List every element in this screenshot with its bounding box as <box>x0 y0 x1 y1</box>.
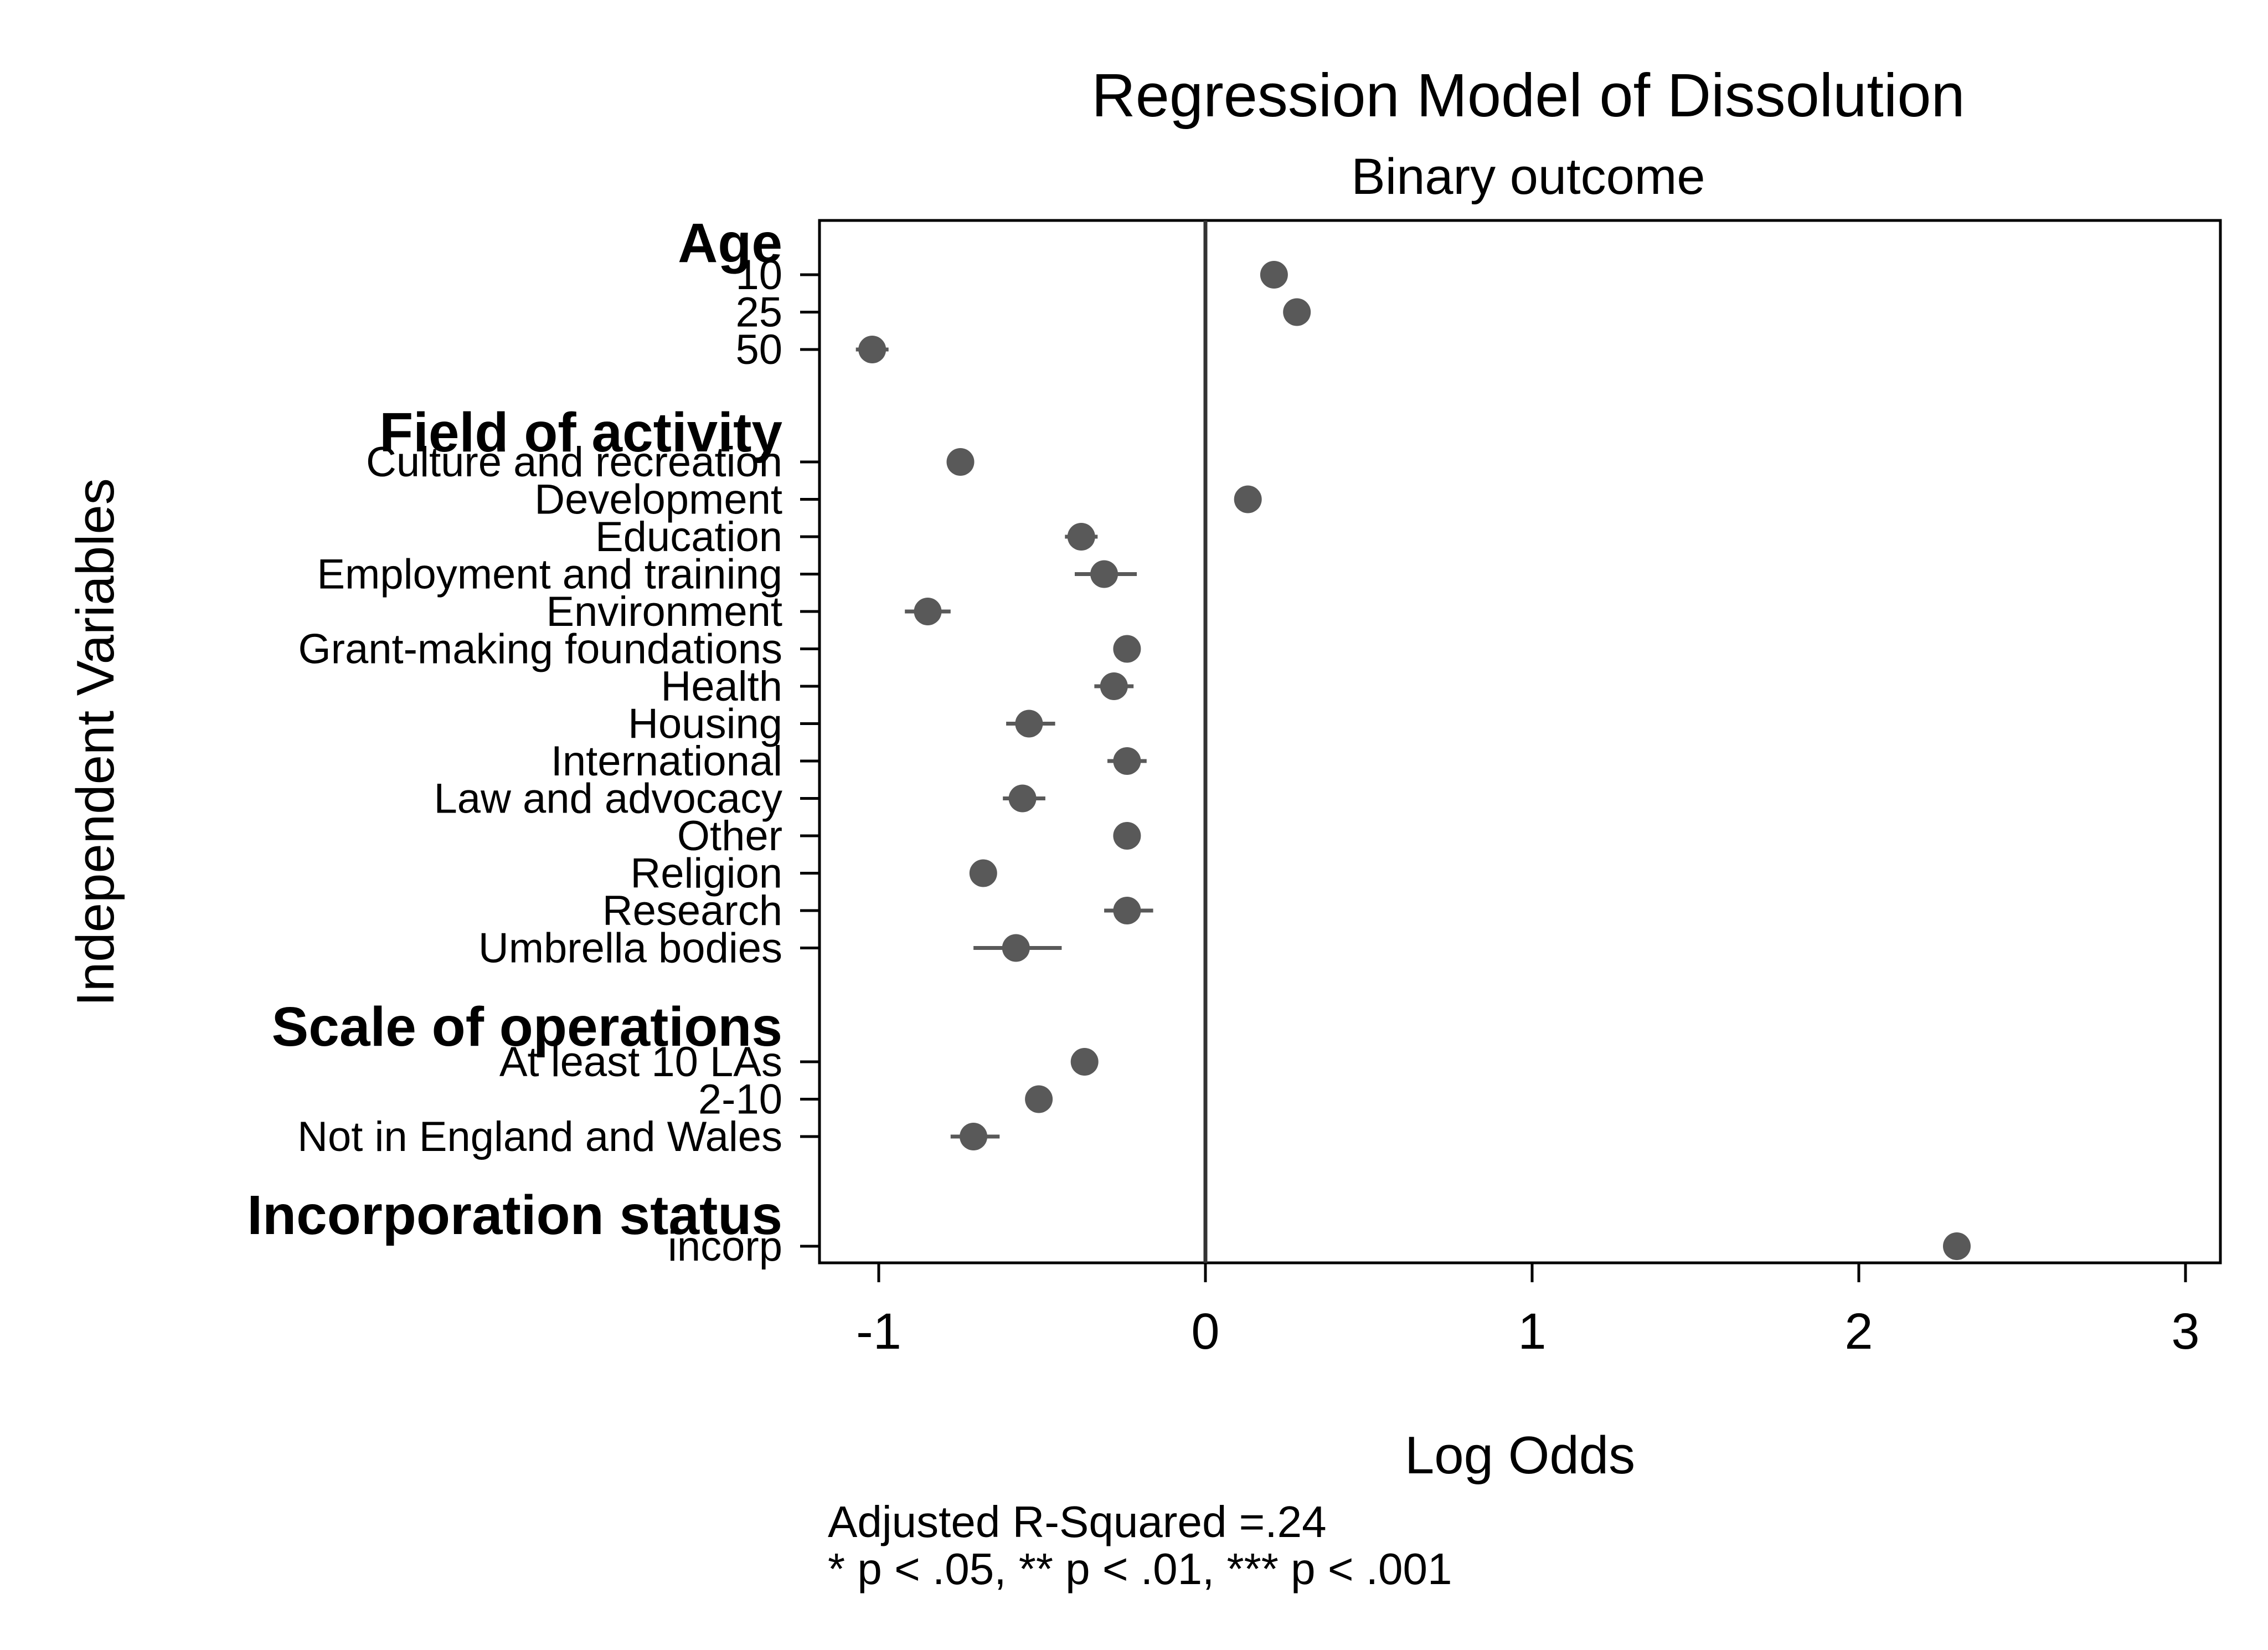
plot-frame <box>818 219 2222 1265</box>
y-tick-label: Culture and recreation <box>366 439 782 486</box>
y-tick-label: 10 <box>735 251 782 299</box>
x-tick-label: 3 <box>2171 1303 2199 1360</box>
x-tick-label: 1 <box>1518 1303 1546 1360</box>
y-tick-label: 50 <box>735 326 782 373</box>
y-axis-title: Independent Variables <box>66 478 125 1006</box>
group-header: Field of activity <box>379 402 782 464</box>
y-tick-label: Education <box>595 513 782 561</box>
estimate-point <box>1234 485 1262 513</box>
y-tick-label: Health <box>661 663 782 710</box>
estimate-point <box>1943 1232 1971 1260</box>
chart-title: Regression Model of Dissolution <box>1091 61 1965 130</box>
estimate-point <box>1113 897 1141 924</box>
estimate-point <box>1113 747 1141 775</box>
estimate-point <box>1067 523 1095 551</box>
estimate-point <box>1100 672 1128 700</box>
y-tick-label: Environment <box>546 588 782 635</box>
estimate-point <box>1025 1085 1053 1113</box>
y-tick-label: Employment and training <box>317 551 782 598</box>
estimate-point <box>858 336 886 363</box>
y-tick-label: 2-10 <box>698 1076 782 1123</box>
estimate-point <box>914 598 942 625</box>
y-tick-label: Umbrella bodies <box>478 925 782 972</box>
estimate-point <box>1002 934 1030 962</box>
group-header: Incorporation status <box>247 1184 782 1246</box>
estimate-point <box>969 859 997 887</box>
estimate-point <box>1090 560 1118 588</box>
r-squared-note: Adjusted R-Squared =.24 <box>828 1497 1327 1546</box>
estimate-point <box>1283 298 1311 326</box>
estimate-point <box>1015 710 1043 738</box>
y-tick-label: 25 <box>735 289 782 336</box>
estimate-point <box>1008 784 1037 813</box>
y-tick-label: At least 10 LAs <box>499 1039 782 1086</box>
y-tick-label: Development <box>534 476 782 523</box>
y-tick-label: Law and advocacy <box>434 775 782 823</box>
y-tick-label: Housing <box>628 701 782 748</box>
estimate-point <box>1113 822 1141 850</box>
group-header: Scale of operations <box>272 996 782 1058</box>
y-tick-label: Religion <box>630 850 782 897</box>
significance-note: * p < .05, ** p < .01, *** p < .001 <box>828 1544 1452 1594</box>
group-header: Age <box>678 212 782 274</box>
estimate-point <box>946 448 975 476</box>
x-tick-label: 0 <box>1191 1303 1219 1360</box>
estimate-point <box>1260 261 1288 289</box>
x-tick-label: 2 <box>1844 1303 1873 1360</box>
estimate-point <box>1113 635 1141 663</box>
y-tick-label: Grant-making foundations <box>298 626 782 673</box>
y-tick-label: International <box>551 738 782 785</box>
y-tick-label: Other <box>677 813 782 860</box>
estimate-point <box>960 1123 988 1150</box>
x-axis-title: Log Odds <box>1405 1426 1635 1485</box>
y-tick-label: Research <box>602 887 782 934</box>
y-tick-label: Not in England and Wales <box>297 1113 782 1160</box>
chart-subtitle: Binary outcome <box>1351 148 1705 205</box>
y-tick-label: incorp <box>668 1223 782 1270</box>
x-tick-label: -1 <box>856 1303 901 1360</box>
estimate-point <box>1070 1048 1099 1076</box>
